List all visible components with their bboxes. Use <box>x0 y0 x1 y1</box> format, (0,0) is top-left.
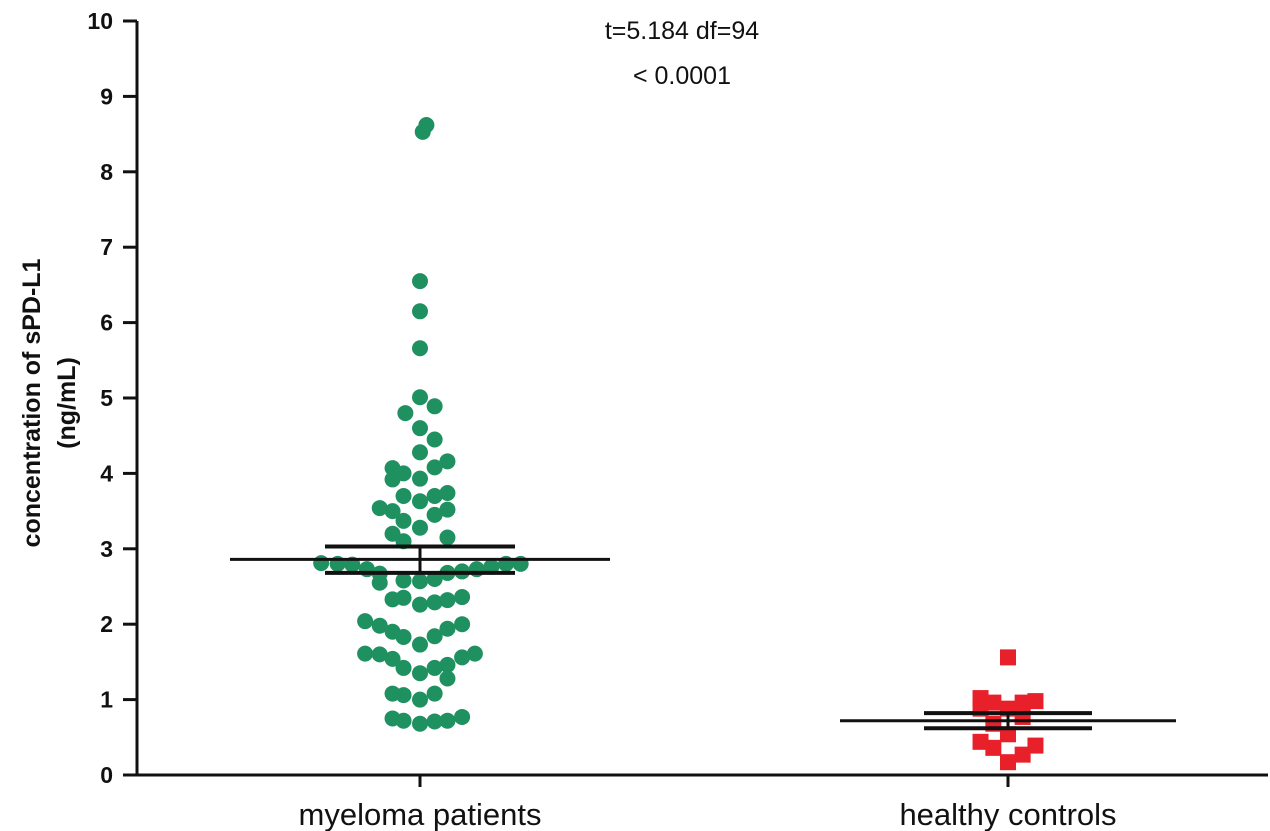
y-tick-label-1: 1 <box>100 687 113 713</box>
myeloma-point <box>439 501 456 518</box>
x-ticks: myeloma patients healthy controls <box>299 775 1117 831</box>
y-tick-label-8: 8 <box>100 159 113 185</box>
control-point <box>1027 737 1044 754</box>
myeloma-point <box>395 659 412 676</box>
y-axis-label-line1: concentration of sPD-L1 <box>18 258 46 547</box>
myeloma-point <box>397 405 414 422</box>
y-tick-label-7: 7 <box>100 234 113 260</box>
myeloma-point <box>395 572 412 589</box>
myeloma-point <box>426 506 443 523</box>
myeloma-point <box>395 687 412 704</box>
myeloma-point <box>371 646 388 663</box>
myeloma-point <box>412 715 428 732</box>
myeloma-point <box>426 431 443 448</box>
myeloma-point <box>384 591 401 608</box>
y-tick-label-6: 6 <box>100 310 113 336</box>
myeloma-point <box>412 444 428 461</box>
myeloma-point <box>412 340 428 357</box>
data-points <box>313 117 1044 771</box>
y-tick-label-5: 5 <box>100 385 113 411</box>
y-tick-label-3: 3 <box>100 536 113 562</box>
category-label-0: myeloma patients <box>299 797 542 831</box>
myeloma-point <box>483 558 500 575</box>
myeloma-point <box>412 691 428 708</box>
control-point <box>985 739 1002 756</box>
myeloma-point <box>395 712 412 729</box>
myeloma-point <box>412 596 428 613</box>
myeloma-point <box>454 708 471 725</box>
myeloma-point <box>466 645 483 662</box>
myeloma-point <box>426 398 443 415</box>
myeloma-point <box>371 500 388 517</box>
y-axis-label-line2: (ng/mL) <box>53 357 81 449</box>
myeloma-point <box>426 685 443 702</box>
myeloma-point <box>412 636 428 653</box>
myeloma-point <box>426 713 443 730</box>
myeloma-point <box>426 570 443 587</box>
control-point <box>1014 746 1031 763</box>
control-point <box>972 733 989 750</box>
y-tick-label-4: 4 <box>100 460 113 486</box>
myeloma-point <box>426 459 443 476</box>
y-tick-label-0: 0 <box>100 762 113 788</box>
myeloma-point <box>412 273 428 290</box>
myeloma-point <box>426 659 443 676</box>
myeloma-point <box>426 628 443 645</box>
myeloma-point <box>454 589 471 606</box>
myeloma-point <box>454 616 471 633</box>
control-point <box>1000 726 1016 743</box>
mean-sem-bars <box>230 544 1176 731</box>
myeloma-point <box>418 117 435 134</box>
myeloma-point <box>439 529 456 546</box>
y-tick-label-2: 2 <box>100 611 113 637</box>
myeloma-point <box>371 574 388 591</box>
myeloma-point <box>426 594 443 611</box>
myeloma-point <box>439 670 456 687</box>
myeloma-point <box>357 645 374 662</box>
myeloma-point <box>439 453 456 470</box>
control-point <box>1027 693 1044 710</box>
y-ticks: 0 1 2 3 4 5 6 7 8 9 10 <box>87 8 137 788</box>
myeloma-point <box>357 613 374 630</box>
myeloma-point <box>412 389 428 406</box>
myeloma-point <box>395 629 412 646</box>
myeloma-point <box>395 512 412 529</box>
myeloma-point <box>439 485 456 502</box>
y-tick-label-10: 10 <box>87 8 113 34</box>
myeloma-point <box>412 493 428 510</box>
myeloma-point <box>454 649 471 666</box>
myeloma-point <box>384 471 401 488</box>
annotation-t-statistic: t=5.184 df=94 <box>605 17 759 45</box>
control-point <box>1014 694 1031 711</box>
myeloma-point <box>439 656 456 673</box>
category-label-1: healthy controls <box>899 797 1116 831</box>
myeloma-point <box>395 488 412 505</box>
myeloma-point <box>426 488 443 505</box>
myeloma-point <box>439 592 456 609</box>
myeloma-point <box>439 620 456 637</box>
myeloma-point <box>371 617 388 634</box>
myeloma-point <box>412 573 428 590</box>
control-point <box>1000 754 1016 771</box>
myeloma-point <box>384 503 401 520</box>
control-point <box>1000 649 1016 666</box>
myeloma-point <box>313 555 330 572</box>
myeloma-point <box>384 650 401 667</box>
y-tick-label-9: 9 <box>100 83 113 109</box>
annotation-p-value: < 0.0001 <box>633 62 731 90</box>
myeloma-point <box>439 712 456 729</box>
myeloma-point <box>412 665 428 682</box>
axes <box>135 21 1268 777</box>
control-point <box>985 694 1002 711</box>
myeloma-point <box>412 303 428 320</box>
myeloma-point <box>412 470 428 487</box>
myeloma-point <box>412 519 428 536</box>
myeloma-point <box>412 420 428 437</box>
